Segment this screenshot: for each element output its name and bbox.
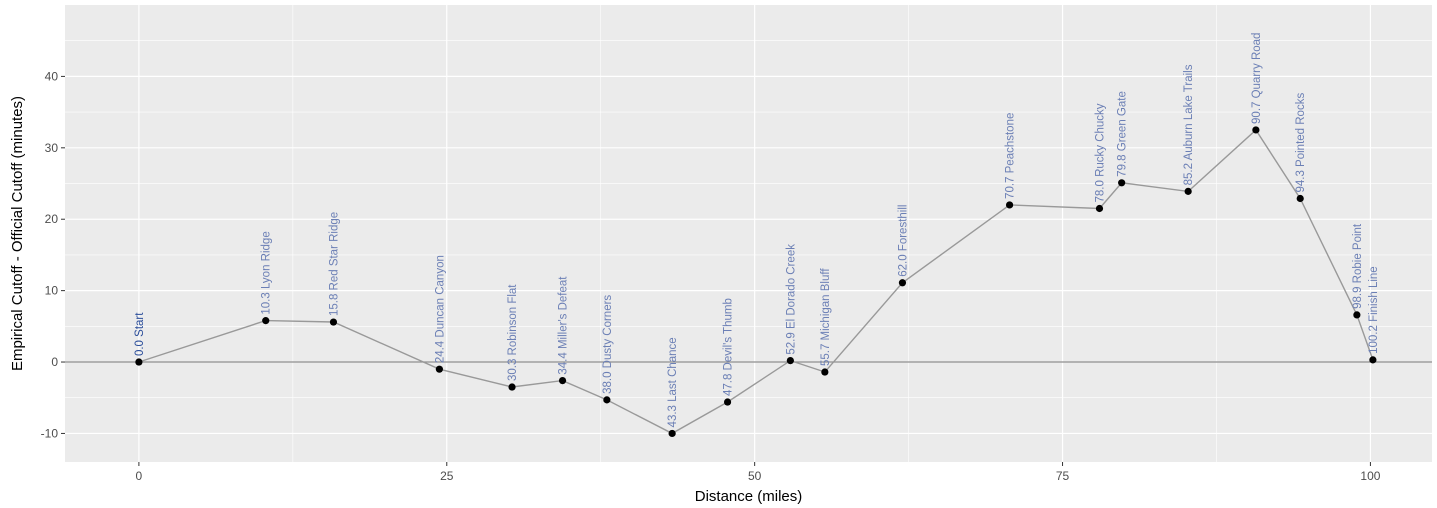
- point-label: 47.8 Devil's Thumb: [723, 298, 735, 396]
- data-point: [1252, 126, 1260, 134]
- point-label: 38.0 Dusty Corners: [602, 295, 614, 394]
- data-point: [1005, 201, 1014, 209]
- x-axis-title: Distance (miles): [695, 488, 803, 505]
- point-label: 62.0 Foresthill: [897, 205, 909, 277]
- data-point: [668, 429, 676, 438]
- x-tick-label: 50: [748, 469, 762, 483]
- data-point: [786, 357, 794, 365]
- data-point: [1369, 356, 1377, 364]
- point-label: 78.0 Rucky Chucky: [1094, 103, 1106, 202]
- data-point: [262, 317, 270, 325]
- data-point: [723, 398, 732, 406]
- point-label: 0.0 Start: [134, 312, 146, 356]
- data-point: [1296, 194, 1304, 203]
- data-point: [821, 368, 829, 376]
- point-label: 15.8 Red Star Ridge: [328, 212, 340, 316]
- data-point: [1118, 179, 1126, 187]
- point-label: 98.9 Robie Point: [1352, 223, 1364, 309]
- series-line: [138, 128, 1374, 435]
- x-tick-label: 100: [1360, 469, 1380, 483]
- data-point: [898, 279, 907, 287]
- point-label: 43.3 Last Chance: [667, 337, 679, 427]
- point-labels: 0.0 Start 10.3 Lyon Ridge 15.8 Red Star Ri…: [134, 33, 1380, 428]
- x-tick-label: 25: [440, 469, 454, 483]
- point-label: 94.3 Pointed Rocks: [1295, 93, 1307, 193]
- data-point: [135, 358, 143, 366]
- data-point: [603, 396, 611, 404]
- y-tick-label: 30: [45, 141, 59, 155]
- point-label: 24.4 Duncan Canyon: [434, 255, 446, 363]
- data-point: [1353, 311, 1361, 319]
- y-tick-label: 20: [45, 212, 59, 226]
- point-label: 34.4 Miller's Defeat: [558, 276, 570, 375]
- point-label: 90.7 Quarry Road: [1251, 33, 1263, 124]
- x-axis: 0 25 50 75 100: [136, 462, 1381, 483]
- y-tick-label: 40: [45, 69, 59, 83]
- point-label: 79.8 Green Gate: [1117, 91, 1129, 177]
- y-tick-label: -10: [41, 426, 59, 440]
- point-label: 70.7 Peachstone: [1005, 113, 1017, 199]
- point-label: 10.3 Lyon Ridge: [261, 231, 273, 314]
- y-axis: -10 0 10 20 30 40: [41, 69, 65, 440]
- data-point: [1184, 187, 1192, 195]
- point-label: 100.2 Finish Line: [1368, 266, 1380, 354]
- x-tick-label: 0: [136, 469, 143, 483]
- data-points: [135, 126, 1377, 438]
- point-label: 52.9 El Dorado Creek: [785, 244, 797, 355]
- data-point: [558, 376, 567, 385]
- data-point: [508, 383, 516, 391]
- y-axis-title: Empirical Cutoff - Official Cutoff (minu…: [9, 96, 26, 371]
- point-label: 85.2 Auburn Lake Trails: [1183, 64, 1195, 185]
- x-tick-label: 75: [1056, 469, 1070, 483]
- data-point: [435, 365, 443, 373]
- point-label: 55.7 Michigan Bluff: [820, 268, 832, 366]
- y-tick-label: 0: [51, 355, 58, 369]
- point-label: 30.3 Robinson Flat: [507, 284, 519, 381]
- data-point: [1095, 204, 1104, 213]
- grid-lines: [65, 5, 1432, 462]
- data-point: [329, 318, 338, 326]
- y-tick-label: 10: [45, 284, 59, 298]
